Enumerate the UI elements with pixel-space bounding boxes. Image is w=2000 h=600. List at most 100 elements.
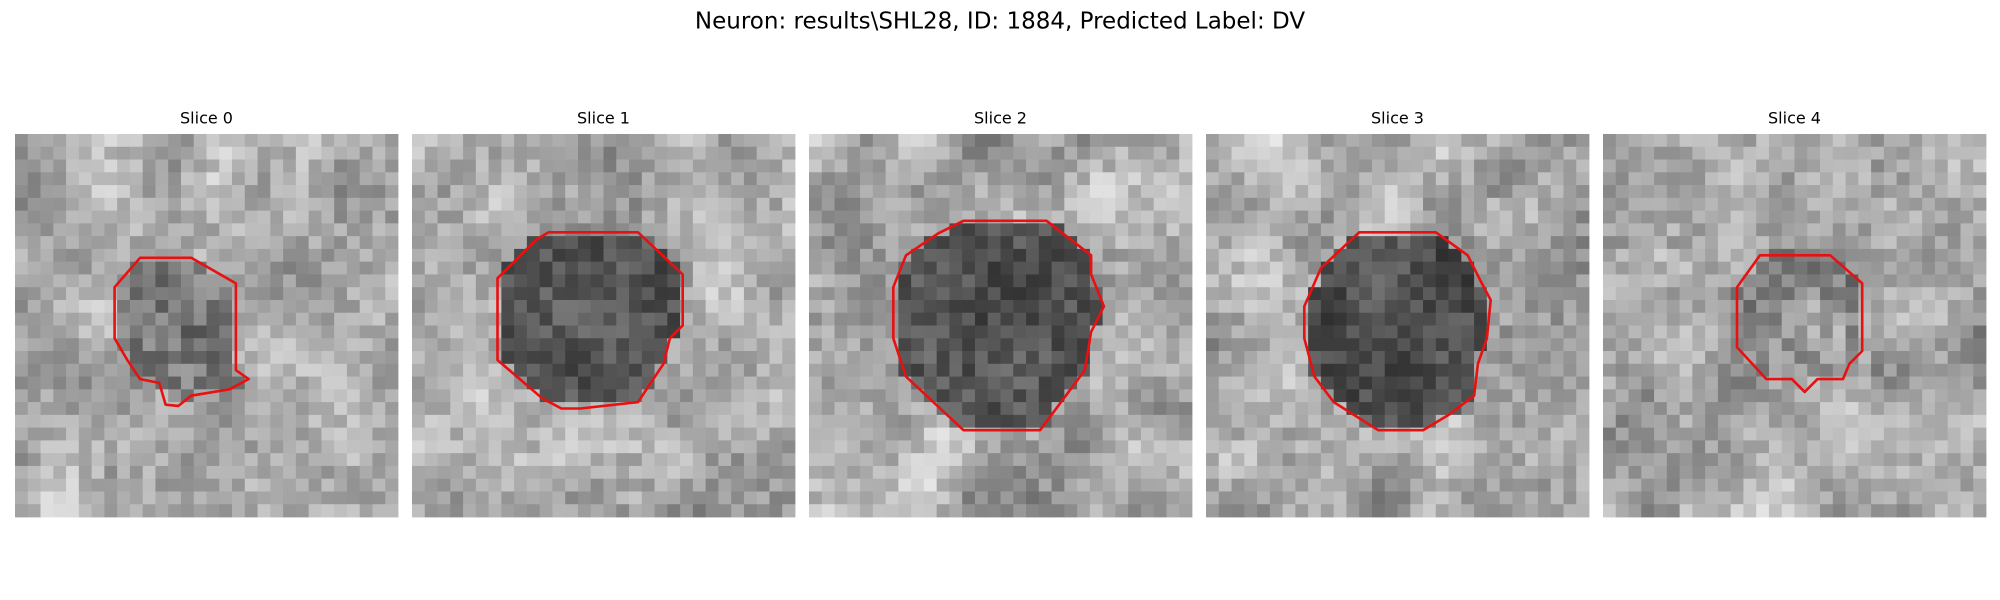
pixel [1576, 312, 1590, 326]
pixel [142, 414, 156, 429]
pixel [1871, 172, 1885, 186]
pixel [1717, 351, 1732, 365]
pixel [974, 236, 989, 250]
pixel [40, 427, 54, 441]
pixel [1282, 453, 1296, 467]
pixel [1435, 478, 1449, 492]
pixel [667, 504, 681, 518]
pixel [27, 197, 41, 211]
pixel [321, 351, 335, 365]
pixel [232, 248, 246, 263]
pixel [1346, 504, 1360, 518]
pixel [962, 146, 976, 160]
pixel [180, 453, 195, 467]
pixel [949, 210, 963, 224]
pixel [1525, 159, 1539, 173]
pixel [1603, 159, 1617, 173]
pixel [78, 414, 92, 429]
pixel [1448, 478, 1462, 492]
pixel [898, 197, 912, 211]
pixel [1973, 325, 1987, 339]
pixel [1218, 146, 1232, 160]
pixel [1603, 376, 1617, 390]
pixel [962, 453, 976, 467]
pixel [629, 146, 643, 160]
pixel [385, 312, 399, 326]
pixel [949, 402, 963, 416]
pixel [641, 134, 655, 148]
pixel [1089, 363, 1104, 377]
pixel [834, 351, 848, 365]
pixel [1537, 338, 1552, 352]
pixel [1448, 146, 1462, 160]
pixel [1486, 491, 1501, 505]
pixel [78, 146, 92, 160]
pixel [718, 351, 732, 365]
pixel [680, 478, 694, 492]
pixel [1576, 159, 1590, 173]
pixel [1474, 287, 1488, 301]
pixel [321, 159, 335, 173]
pixel [1679, 491, 1693, 505]
pixel [1013, 172, 1027, 186]
pixel [1486, 159, 1501, 173]
pixel [1858, 363, 1872, 377]
pixel [654, 197, 668, 211]
pixel [78, 210, 92, 224]
pixel [1654, 223, 1668, 237]
pixel [1603, 299, 1617, 314]
pixel [1692, 351, 1706, 365]
pixel [142, 465, 156, 480]
pixel [463, 402, 477, 416]
pixel [1308, 491, 1322, 505]
pixel [552, 248, 566, 263]
pixel [1140, 402, 1155, 416]
slice-panel: Slice 2 [809, 109, 1193, 518]
pixel [667, 134, 681, 148]
pixel [1883, 338, 1898, 352]
pixel [718, 261, 732, 275]
pixel [718, 185, 732, 199]
pixel [232, 427, 246, 441]
pixel [1410, 338, 1424, 352]
pixel [1499, 248, 1513, 263]
pixel [1756, 491, 1770, 505]
pixel [1525, 236, 1539, 250]
pixel [1448, 312, 1462, 326]
pixel [1153, 427, 1167, 441]
pixel [565, 376, 579, 390]
pixel [1730, 440, 1744, 454]
pixel [129, 210, 144, 224]
pixel [1410, 376, 1424, 390]
pixel [1038, 376, 1052, 390]
pixel [526, 338, 541, 352]
pixel [1794, 197, 1808, 211]
pixel [1756, 312, 1770, 326]
pixel [1038, 351, 1052, 365]
pixel [1064, 248, 1078, 263]
pixel [1038, 491, 1052, 505]
pixel [321, 478, 335, 492]
pixel [1397, 440, 1411, 454]
pixel [1026, 197, 1040, 211]
pixel [1717, 223, 1732, 237]
pixel [1947, 146, 1961, 160]
pixel [1794, 287, 1808, 301]
pixel [142, 312, 156, 326]
pixel [78, 223, 92, 237]
pixel [295, 453, 310, 467]
pixel [1934, 287, 1949, 301]
pixel [1346, 299, 1360, 314]
pixel [654, 236, 668, 250]
pixel [1102, 478, 1116, 492]
pixel [1231, 325, 1245, 339]
pixel [1794, 414, 1808, 429]
pixel [232, 491, 246, 505]
pixel [1333, 312, 1347, 326]
pixel [155, 325, 169, 339]
pixel [1295, 465, 1309, 480]
slice-panel: Slice 4 [1603, 109, 1987, 518]
pixel [1448, 351, 1462, 365]
pixel [1371, 134, 1386, 148]
pixel [334, 172, 348, 186]
